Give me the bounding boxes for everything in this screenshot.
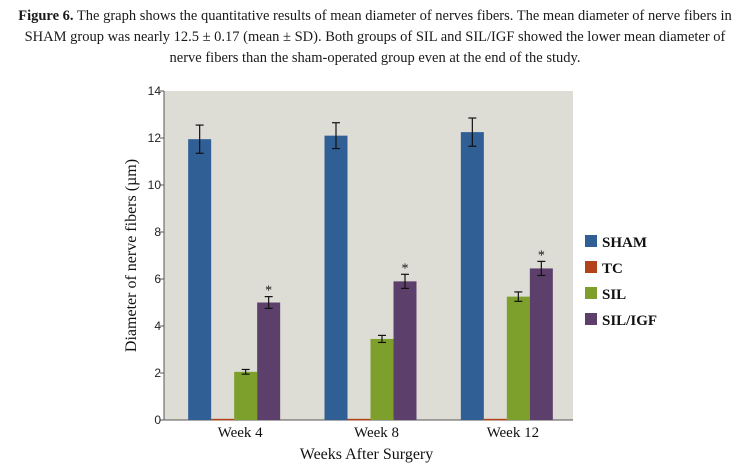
bar-sham — [324, 135, 348, 420]
significance-marker: * — [402, 261, 409, 276]
bar-sil — [234, 371, 258, 420]
y-tick-label: 4 — [154, 319, 161, 333]
bar-tc — [347, 418, 371, 421]
legend-swatch — [585, 235, 597, 247]
y-tick-label: 0 — [154, 413, 161, 427]
y-tick-label: 6 — [154, 272, 161, 286]
bar-tc — [211, 418, 235, 421]
legend-label: SIL/IGF — [602, 313, 657, 329]
legend-label: SIL — [602, 287, 626, 303]
x-category-label: Week 4 — [218, 425, 264, 441]
significance-marker: * — [538, 248, 545, 263]
x-category-label: Week 8 — [354, 425, 399, 441]
bar-tc — [483, 418, 507, 421]
figure-caption: Figure 6. The graph shows the quantitati… — [8, 6, 742, 69]
caption-text: The graph shows the quantitative results… — [24, 8, 732, 66]
bar-sham — [460, 132, 484, 420]
y-axis-title: Diameter of nerve fibers (µm) — [123, 159, 140, 352]
significance-marker: * — [265, 284, 272, 299]
legend-swatch — [585, 313, 597, 325]
x-category-label: Week 12 — [487, 425, 540, 441]
legend-label: SHAM — [602, 235, 647, 251]
bar-sil — [506, 296, 530, 420]
plot-area — [164, 91, 573, 420]
x-axis-title: Weeks After Surgery — [300, 446, 434, 463]
bar-sil-igf — [529, 268, 553, 420]
y-tick-label: 14 — [148, 84, 162, 98]
y-tick-label: 8 — [154, 225, 161, 239]
bar-sil — [370, 338, 394, 420]
bar-sil-igf — [257, 302, 281, 420]
y-tick-label: 10 — [148, 178, 162, 192]
y-tick-label: 2 — [154, 366, 161, 380]
legend-label: TC — [602, 261, 623, 277]
legend-swatch — [585, 287, 597, 299]
bar-sil-igf — [393, 281, 417, 420]
caption-label: Figure 6. — [18, 8, 74, 24]
legend-swatch — [585, 261, 597, 273]
y-tick-label: 12 — [148, 131, 162, 145]
bar-sham — [188, 139, 212, 421]
